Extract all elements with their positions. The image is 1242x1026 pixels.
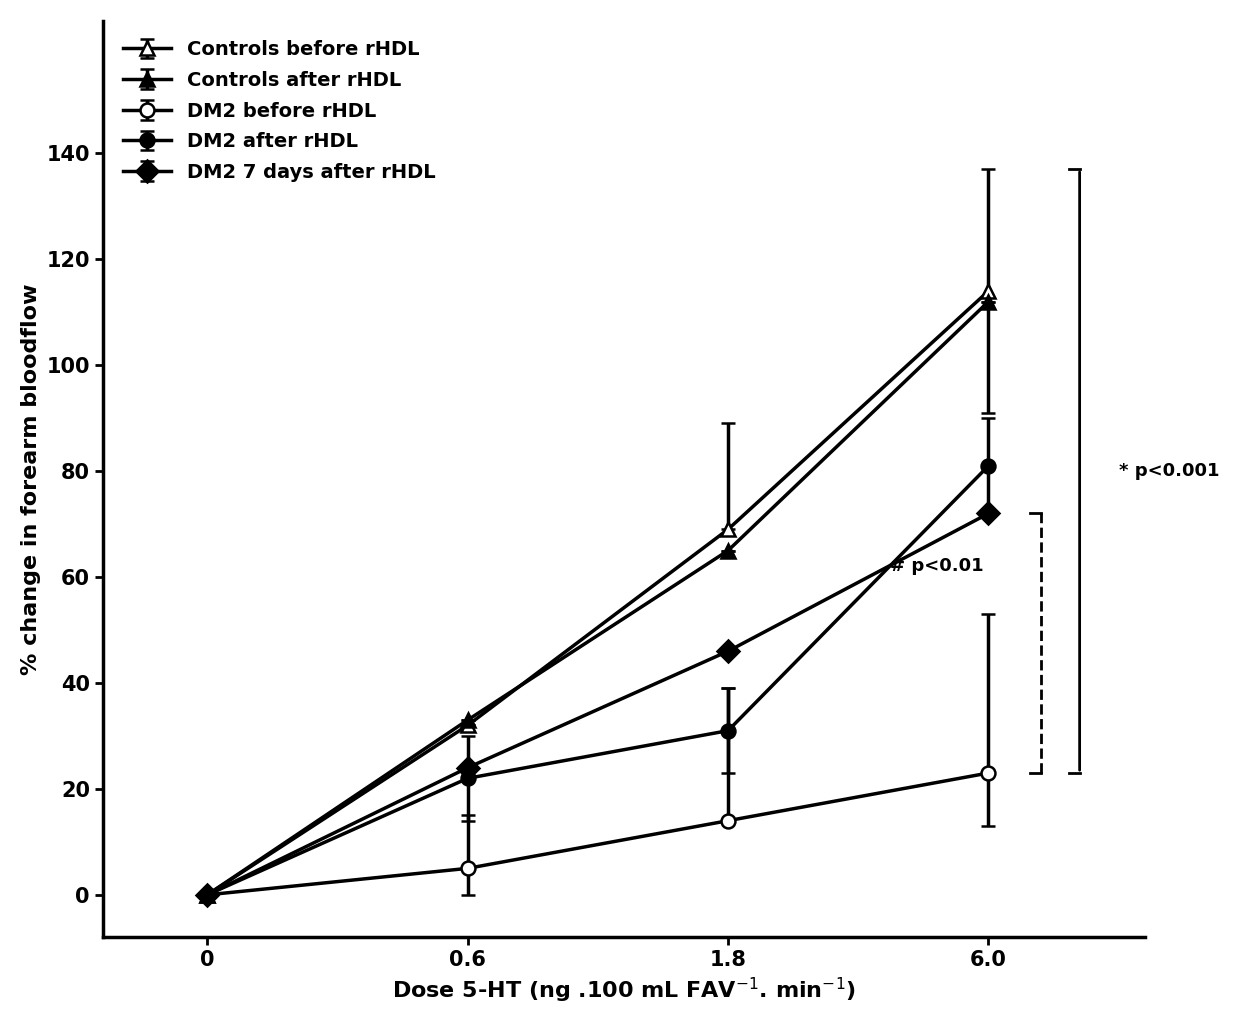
Text: * p<0.001: * p<0.001 xyxy=(1119,462,1220,480)
Y-axis label: % change in forearm bloodflow: % change in forearm bloodflow xyxy=(21,283,41,675)
X-axis label: Dose 5-HT (ng .100 mL FAV$^{-1}$. min$^{-1}$): Dose 5-HT (ng .100 mL FAV$^{-1}$. min$^{… xyxy=(392,976,856,1005)
Legend: Controls before rHDL, Controls after rHDL, DM2 before rHDL, DM2 after rHDL, DM2 : Controls before rHDL, Controls after rHD… xyxy=(113,31,445,192)
Text: # p<0.01: # p<0.01 xyxy=(889,557,984,576)
